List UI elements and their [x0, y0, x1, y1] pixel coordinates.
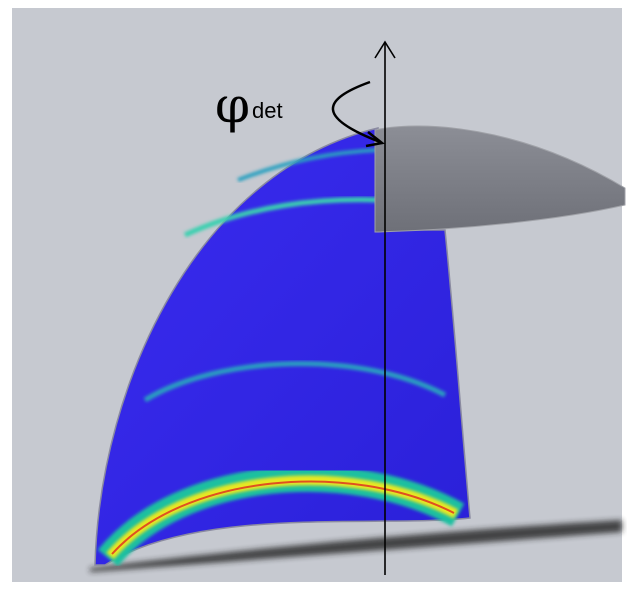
angle-subscript: det [252, 98, 283, 123]
figure: φ det [0, 0, 627, 590]
page: φ det (() => { const data = JSON.parse(d… [0, 0, 627, 590]
angle-symbol: φ [215, 76, 250, 134]
